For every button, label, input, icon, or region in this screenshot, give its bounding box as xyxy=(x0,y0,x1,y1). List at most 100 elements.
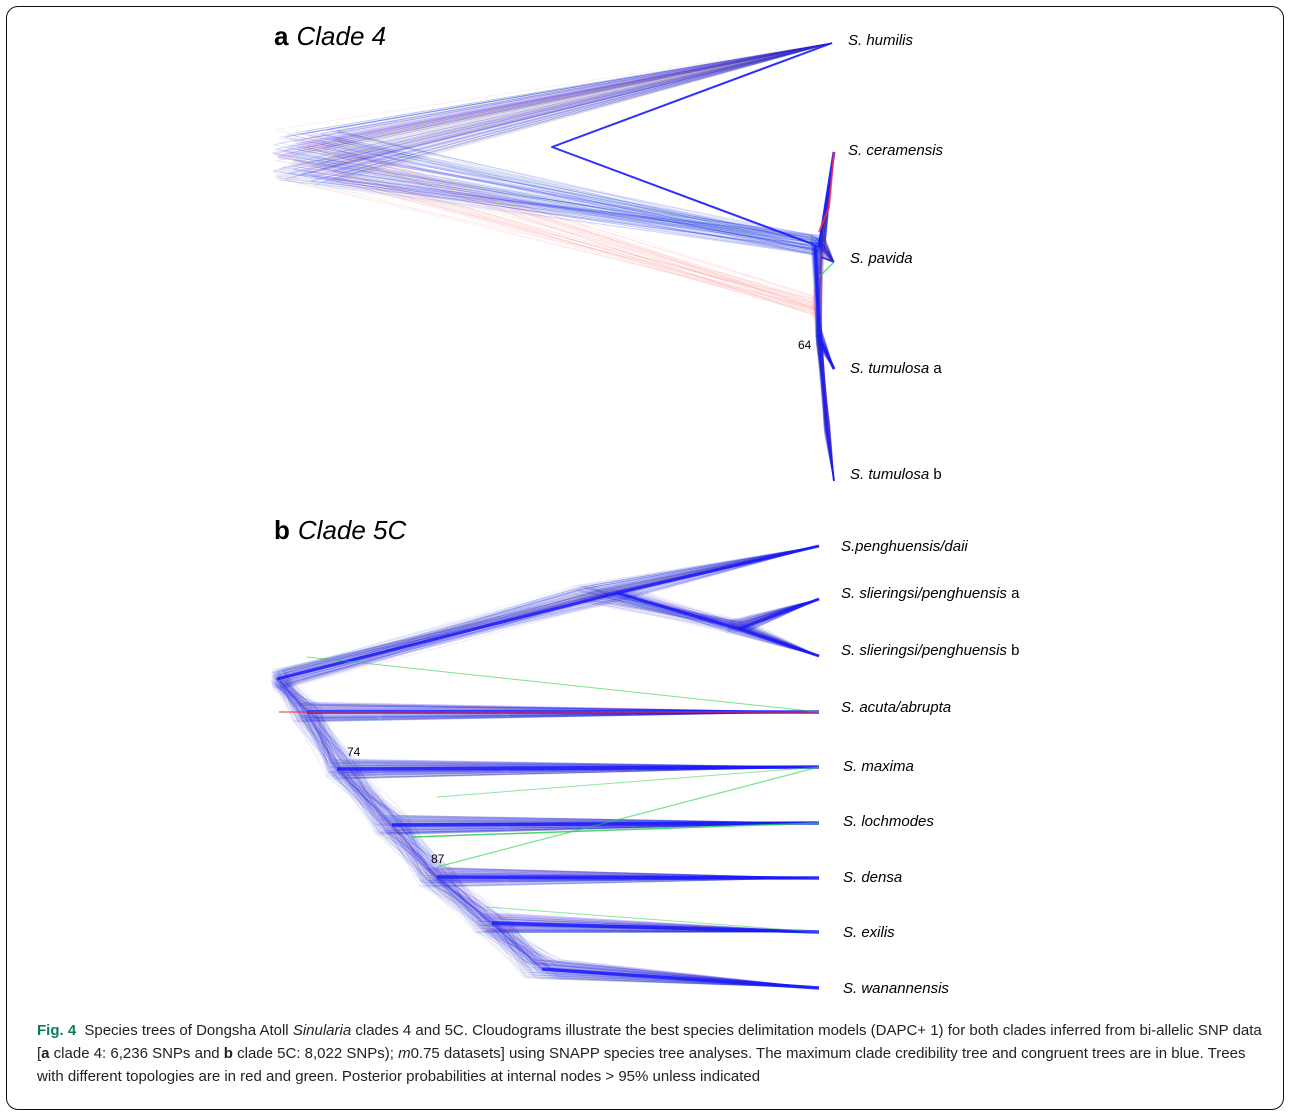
support-value-87: 87 xyxy=(431,852,445,866)
tree-branch xyxy=(354,772,820,833)
tree-branch xyxy=(381,826,820,886)
tree-branch xyxy=(822,239,835,263)
tree-branch xyxy=(339,773,820,835)
tree-branch xyxy=(329,772,820,824)
tree-branch xyxy=(402,829,820,879)
tree-branch xyxy=(606,588,820,622)
tree-branch xyxy=(819,238,835,263)
tree-branch xyxy=(294,711,820,768)
tree-branch xyxy=(273,680,820,720)
tree-branch xyxy=(392,829,820,888)
tree-branch xyxy=(334,42,833,255)
tree-branch xyxy=(385,829,820,879)
tree-branch xyxy=(271,676,820,713)
tree-branch xyxy=(350,770,820,824)
tree-branch xyxy=(295,42,833,253)
tree-branch xyxy=(420,880,820,933)
tree-branch xyxy=(327,759,820,824)
tree-branch xyxy=(434,869,820,933)
tree-branch xyxy=(339,42,833,255)
tree-branch xyxy=(307,42,833,239)
tree-branch xyxy=(279,686,820,713)
tree-branch xyxy=(275,545,820,677)
tree-branch xyxy=(426,868,820,933)
tree-branch xyxy=(822,237,835,263)
tree-branch xyxy=(610,587,820,624)
tree-branch xyxy=(299,716,820,768)
tree-branch xyxy=(290,42,833,239)
tree-branch xyxy=(821,239,835,263)
tree-branch xyxy=(478,917,820,989)
tree-branch xyxy=(485,924,820,989)
tree-branch xyxy=(276,683,820,718)
tree-branch xyxy=(819,240,835,263)
tree-branch xyxy=(277,42,833,305)
tree-branch xyxy=(341,769,820,831)
tree-branch xyxy=(381,831,820,879)
tree-branch xyxy=(286,672,820,713)
tree-branch xyxy=(818,244,835,263)
tree-branch xyxy=(317,710,820,768)
tree-branch xyxy=(509,924,820,989)
tree-branch xyxy=(333,42,833,242)
tree-branch xyxy=(576,598,820,623)
tree-branch xyxy=(283,673,820,719)
tree-branch xyxy=(575,590,820,623)
tree-branch xyxy=(281,671,820,720)
tree-branch xyxy=(338,42,833,242)
tree-branch xyxy=(437,882,820,933)
tree-branch xyxy=(274,545,820,681)
tree-branch xyxy=(303,710,820,780)
tree-branch xyxy=(439,880,820,933)
tree-branch xyxy=(306,42,833,253)
tree-branch xyxy=(819,240,835,263)
tree-branch xyxy=(294,710,820,768)
tree-branch xyxy=(356,760,820,824)
tree-branch xyxy=(823,249,835,263)
tree-branch xyxy=(399,824,820,879)
tree-branch xyxy=(478,928,820,989)
tree-branch xyxy=(823,235,835,263)
tree-branch xyxy=(433,879,819,933)
tree-branch xyxy=(320,42,833,247)
tree-branch xyxy=(602,596,820,625)
tree-branch xyxy=(442,873,820,933)
tree-branch xyxy=(487,919,820,989)
tree-branch xyxy=(434,875,820,933)
tree-branch xyxy=(349,762,820,824)
tree-branch xyxy=(278,672,820,719)
tree-branch xyxy=(821,241,835,263)
tree-branch xyxy=(497,918,820,989)
tree-branch xyxy=(319,716,820,778)
tree-branch xyxy=(273,545,820,677)
tree-branch xyxy=(573,593,820,628)
tree-branch xyxy=(306,705,820,768)
tree-branch xyxy=(308,705,820,768)
tree-branch xyxy=(330,42,833,246)
tree-branch xyxy=(282,545,820,672)
tree-branch xyxy=(474,932,820,989)
tree-branch xyxy=(819,338,835,482)
tree-branch xyxy=(340,766,820,824)
tree-branch xyxy=(378,827,820,879)
tree-branch xyxy=(275,545,820,678)
tree-branch xyxy=(329,765,820,835)
tree-branch xyxy=(584,589,820,624)
tree-branch xyxy=(305,718,820,779)
tree-branch xyxy=(820,241,835,263)
consensus-branch xyxy=(436,876,493,924)
tree-branch xyxy=(506,915,820,989)
tree-branch xyxy=(380,819,820,879)
tree-branch xyxy=(312,42,833,246)
tree-branch xyxy=(820,240,835,263)
tree-branch xyxy=(319,706,820,779)
tree-branch xyxy=(286,42,833,245)
tree-branch xyxy=(292,711,820,775)
tree-branch xyxy=(274,679,820,721)
tree-branch xyxy=(320,42,833,245)
tree-branch xyxy=(328,42,833,315)
tree-branch xyxy=(453,882,820,933)
tree-branch xyxy=(355,777,820,824)
tree-branch xyxy=(282,687,820,713)
tree-branch xyxy=(313,717,820,768)
